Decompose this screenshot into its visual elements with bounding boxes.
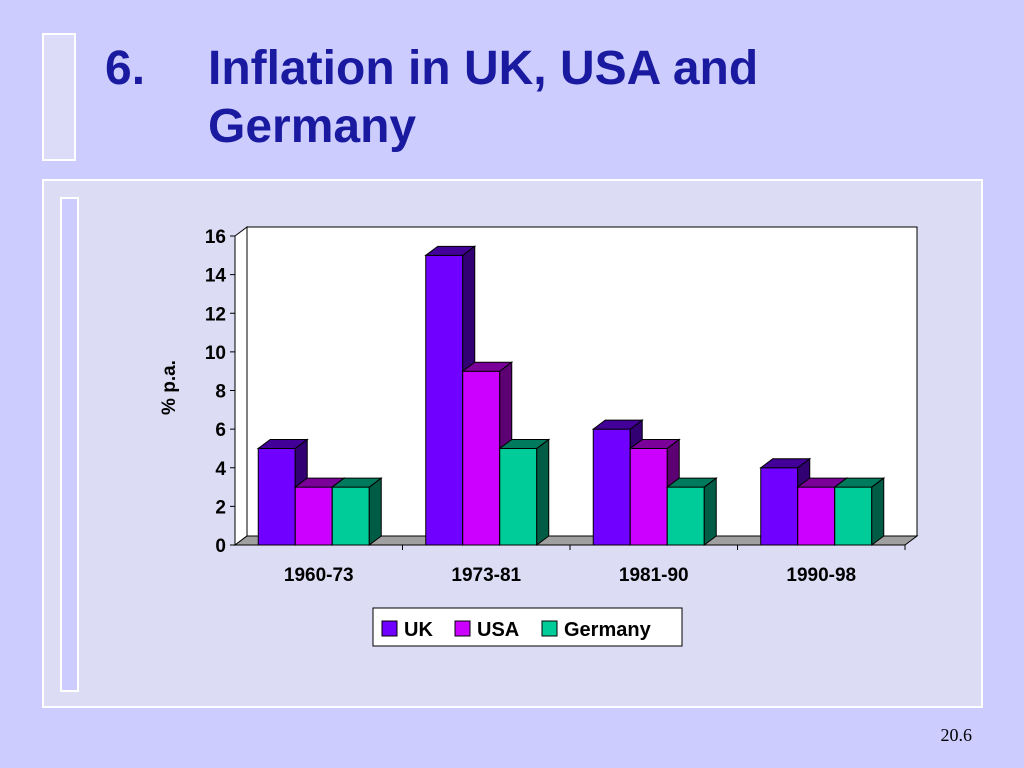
bar-germany-top [665, 477, 718, 488]
legend-label-usa: USA [477, 619, 519, 641]
x-tick-label: 1981-90 [619, 565, 689, 586]
bar-germany-front [834, 486, 873, 546]
y-tick-label: 12 [205, 304, 226, 325]
bar-uk-top [759, 458, 812, 469]
bar-germany-side [536, 438, 550, 546]
bar-uk-front [257, 447, 296, 546]
y-tick-label: 10 [205, 343, 226, 364]
bar-germany-front [499, 447, 538, 546]
panel-accent-bar [60, 197, 79, 692]
legend-swatch-uk [381, 620, 398, 637]
plot-side-wall [234, 226, 248, 546]
bar-germany-front [666, 486, 705, 546]
y-tick-label: 14 [205, 266, 227, 287]
slide-number: 20.6 [940, 725, 973, 745]
y-tick-label: 4 [215, 459, 226, 480]
bar-usa-front [629, 447, 668, 546]
x-tick-label: 1990-98 [786, 565, 856, 586]
legend-label-uk: UK [404, 619, 433, 641]
title-accent-bar [42, 33, 76, 161]
legend-swatch-usa [454, 620, 471, 637]
bar-germany-top [330, 477, 383, 488]
bar-usa-top [628, 438, 681, 449]
legend-label-germany: Germany [564, 619, 652, 641]
bar-germany-side [368, 477, 382, 546]
bar-uk-top [424, 245, 477, 256]
bar-uk-front [760, 467, 799, 546]
bar-germany-top [498, 438, 551, 449]
x-tick-label: 1973-81 [451, 565, 521, 586]
bar-usa-top [461, 361, 514, 372]
y-tick-label: 6 [215, 420, 226, 441]
bar-usa-front [294, 486, 333, 546]
y-tick-label: 0 [215, 536, 226, 557]
bar-germany-front [331, 486, 370, 546]
legend-swatch-germany [541, 620, 558, 637]
bar-germany-side [871, 477, 885, 546]
bar-germany-top [833, 477, 886, 488]
y-tick-label: 8 [215, 382, 226, 403]
y-tick-label: 2 [215, 497, 226, 518]
bar-uk-top [256, 438, 309, 449]
y-tick-label: 16 [205, 227, 226, 248]
bar-uk-front [425, 254, 464, 546]
bar-usa-front [797, 486, 836, 546]
bar-usa-front [462, 370, 501, 546]
y-axis-title: % p.a. [159, 360, 180, 415]
slide-title-text: Inflation in UK, USA and Germany [208, 42, 759, 153]
bar-uk-top [591, 419, 644, 430]
bar-germany-side [703, 477, 717, 546]
slide-title-number: 6. [105, 42, 146, 95]
x-tick-label: 1960-73 [284, 565, 354, 586]
legend [372, 607, 683, 647]
bar-uk-front [592, 428, 631, 546]
